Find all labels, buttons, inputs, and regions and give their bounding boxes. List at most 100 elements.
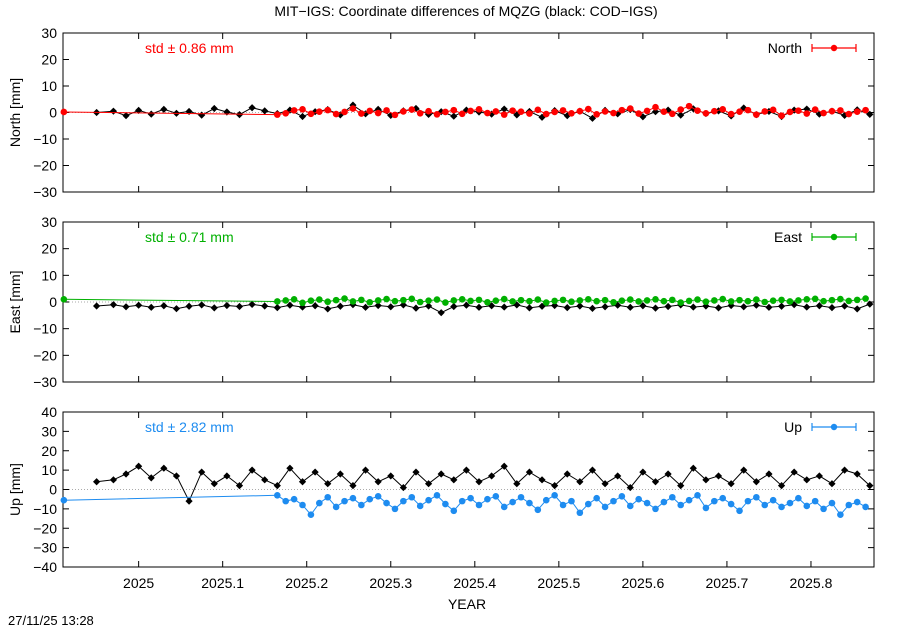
data-point — [358, 110, 365, 117]
data-point — [475, 296, 483, 304]
data-point — [727, 298, 735, 305]
data-point — [639, 302, 647, 310]
data-point — [614, 301, 622, 309]
x-tick-label: 2025.2 — [285, 575, 328, 591]
data-point — [500, 295, 508, 303]
data-point — [336, 302, 344, 310]
data-point — [261, 107, 269, 115]
data-point — [210, 480, 218, 488]
data-point — [298, 112, 307, 121]
data-point — [374, 109, 382, 117]
data-point — [299, 106, 306, 113]
data-point — [618, 297, 626, 304]
data-point — [273, 482, 281, 490]
y-axis-label: Up [mm] — [7, 463, 23, 516]
data-point — [500, 303, 508, 311]
data-point — [324, 493, 332, 501]
data-point — [778, 112, 785, 119]
data-point — [765, 470, 773, 478]
data-point — [677, 299, 685, 306]
y-tick-label: −10 — [33, 321, 57, 337]
data-point — [290, 296, 298, 303]
data-point — [509, 298, 516, 305]
data-point — [60, 296, 68, 303]
data-point — [803, 110, 811, 117]
data-point — [777, 482, 786, 490]
data-point — [677, 501, 685, 509]
data-point — [828, 499, 836, 507]
data-point — [786, 298, 794, 305]
data-point — [769, 106, 777, 114]
data-point — [358, 296, 365, 304]
data-point — [484, 298, 491, 306]
data-point — [551, 297, 558, 305]
data-point — [210, 304, 218, 312]
legend-marker — [830, 44, 838, 52]
data-point — [147, 474, 155, 482]
data-point — [563, 304, 571, 312]
data-point — [223, 472, 231, 480]
data-point — [803, 303, 811, 311]
data-point — [534, 506, 542, 514]
data-point — [576, 509, 584, 517]
data-point — [601, 108, 609, 115]
panel-north: −30 −20 −10 0 10 20 30 North [mm] std ± 0.86 mm N… — [7, 25, 875, 200]
data-point — [652, 505, 659, 513]
data-point — [820, 505, 827, 513]
data-point — [450, 112, 458, 120]
series-line — [63, 494, 866, 516]
data-point — [643, 107, 651, 115]
data-point — [639, 468, 647, 476]
data-point — [60, 496, 68, 504]
data-point — [643, 297, 651, 304]
data-point — [311, 108, 319, 116]
data-point — [651, 108, 660, 116]
data-point — [551, 482, 559, 490]
legend-label: East — [774, 229, 802, 245]
data-point — [685, 496, 693, 504]
data-point — [584, 500, 592, 508]
x-tick-label: 2025.1 — [201, 575, 244, 591]
data-point — [525, 304, 534, 312]
data-point — [290, 107, 298, 114]
data-point — [588, 304, 597, 312]
data-point — [635, 110, 642, 117]
data-point — [803, 296, 811, 303]
data-point — [559, 501, 567, 509]
data-point — [274, 298, 281, 305]
data-point — [93, 478, 101, 486]
data-point — [341, 497, 348, 505]
data-point — [526, 110, 533, 117]
data-point — [736, 296, 743, 304]
panels-group: −30 −20 −10 0 10 20 30 North [mm] std ± 0.86 mm N… — [7, 25, 875, 591]
data-point — [614, 472, 622, 480]
data-point — [307, 297, 315, 304]
data-point — [593, 111, 600, 118]
data-point — [433, 492, 441, 499]
data-point — [383, 295, 390, 303]
data-point — [412, 104, 420, 113]
data-point — [689, 303, 697, 311]
data-point — [727, 480, 735, 488]
data-point — [744, 297, 752, 305]
data-point — [458, 497, 466, 505]
x-tick-label: 2025.6 — [621, 575, 664, 591]
data-point — [332, 296, 340, 304]
data-point — [387, 472, 395, 480]
data-point — [752, 478, 760, 486]
data-point — [399, 483, 407, 492]
x-tick-label: 2025.7 — [706, 575, 749, 591]
legend-label: North — [768, 40, 802, 56]
y-tick-label: −30 — [33, 374, 57, 390]
data-point — [433, 296, 441, 303]
data-point — [626, 483, 634, 492]
data-point — [509, 107, 516, 114]
data-point — [769, 496, 777, 504]
data-point — [399, 301, 407, 309]
data-point — [273, 304, 281, 312]
y-tick-label: 40 — [41, 404, 57, 420]
data-point — [694, 107, 701, 114]
data-point — [711, 497, 718, 505]
y-tick-label: 10 — [41, 462, 57, 478]
